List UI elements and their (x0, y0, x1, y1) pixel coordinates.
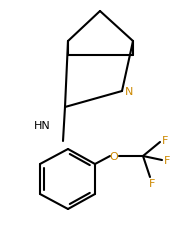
Text: F: F (164, 155, 170, 165)
Text: F: F (149, 178, 155, 188)
Text: HN: HN (34, 120, 50, 131)
Text: N: N (125, 87, 133, 97)
Text: F: F (162, 135, 168, 145)
Text: O: O (110, 151, 118, 161)
